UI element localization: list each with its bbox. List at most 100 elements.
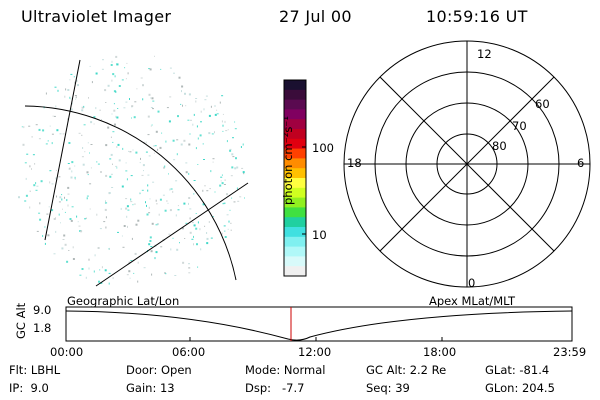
image-pixel: [135, 223, 138, 226]
info-flt: Flt: LBHL: [9, 363, 61, 377]
image-pixel: [38, 138, 41, 140]
image-pixel: [197, 137, 199, 140]
image-pixel: [70, 98, 72, 100]
image-pixel: [142, 84, 144, 87]
image-pixel: [113, 103, 115, 105]
image-pixel: [51, 183, 54, 185]
x-tick-label-0000: 00:00: [50, 345, 84, 359]
image-pixel: [25, 177, 27, 180]
color-bar-segment: [284, 80, 306, 91]
image-speckles: [18, 55, 245, 285]
color-bar-segment: [284, 187, 306, 199]
image-pixel: [152, 145, 155, 147]
instrument-title: Ultraviolet Imager: [21, 7, 172, 26]
image-pixel: [78, 132, 81, 134]
image-pixel: [240, 146, 242, 148]
color-bar-segment: [284, 168, 306, 179]
image-pixel: [154, 145, 157, 147]
image-pixel: [151, 273, 153, 276]
image-pixel: [145, 201, 146, 204]
polar-radial-80: 80: [492, 139, 507, 153]
image-pixel: [26, 153, 29, 155]
image-pixel: [52, 115, 54, 117]
image-pixel: [222, 203, 225, 205]
image-pixel: [181, 227, 184, 230]
image-pixel: [181, 90, 182, 93]
image-pixel: [200, 248, 202, 251]
image-pixel: [166, 200, 168, 202]
latitude-line: [95, 182, 249, 287]
image-pixel: [70, 219, 73, 222]
image-pixel: [101, 119, 102, 120]
image-pixel: [39, 218, 42, 221]
image-pixel: [228, 220, 230, 223]
info-seq: Seq: 39: [366, 381, 410, 395]
image-pixel: [89, 208, 91, 210]
image-pixel: [137, 280, 139, 283]
image-pixel: [148, 93, 151, 96]
apex-label: Apex MLat/MLT: [429, 294, 516, 308]
image-pixel: [120, 207, 122, 210]
color-bar-label-10: 10: [312, 228, 327, 242]
color-bar-segment: [284, 119, 306, 130]
image-pixel: [221, 174, 223, 176]
image-pixel: [69, 79, 71, 81]
image-pixel: [202, 203, 205, 206]
image-pixel: [221, 120, 223, 123]
image-pixel: [206, 237, 209, 240]
color-bar-segment: [284, 89, 306, 101]
image-pixel: [193, 113, 195, 116]
image-pixel: [190, 119, 192, 121]
image-pixel: [175, 180, 178, 182]
image-pixel: [130, 175, 133, 177]
image-pixel: [155, 199, 157, 202]
image-pixel: [235, 157, 237, 160]
image-pixel: [126, 215, 128, 218]
orbit-y-axis-label: GC Alt: [14, 302, 28, 339]
image-pixel: [188, 272, 191, 274]
image-pixel: [183, 139, 186, 142]
image-pixel: [148, 68, 151, 70]
image-pixel: [87, 174, 89, 176]
image-pixel: [188, 143, 191, 146]
image-pixel: [181, 85, 184, 88]
image-pixel: [131, 117, 132, 119]
image-pixel: [38, 128, 41, 131]
image-pixel: [234, 128, 237, 130]
image-pixel: [151, 124, 153, 126]
image-pixel: [151, 222, 154, 225]
polar-label-right: 6: [577, 156, 585, 170]
info-gain: Gain: 13: [126, 381, 175, 395]
image-pixel: [53, 115, 56, 117]
image-pixel: [105, 226, 107, 229]
image-pixel: [206, 232, 208, 234]
image-pixel: [127, 209, 130, 211]
image-pixel: [188, 202, 189, 205]
image-pixel: [237, 200, 240, 202]
color-bar: [283, 79, 307, 277]
image-pixel: [84, 218, 87, 220]
image-pixel: [135, 151, 138, 154]
image-pixel: [166, 107, 169, 109]
image-pixel: [88, 267, 90, 270]
polar-label-top: 12: [477, 47, 492, 61]
image-pixel: [121, 79, 124, 81]
image-pixel: [86, 195, 89, 197]
image-pixel: [81, 268, 84, 270]
image-pixel: [197, 266, 199, 268]
image-pixel: [180, 143, 183, 146]
image-pixel: [189, 217, 191, 220]
time-label: 10:59:16 UT: [426, 7, 528, 26]
image-pixel: [151, 97, 154, 100]
image-pixel: [147, 134, 150, 136]
image-pixel: [101, 266, 103, 269]
image-pixel: [45, 92, 47, 95]
image-pixel: [100, 171, 102, 173]
image-pixel: [242, 171, 245, 174]
image-pixel: [165, 140, 167, 143]
image-pixel: [96, 213, 98, 216]
image-pixel: [139, 192, 141, 194]
image-pixel: [118, 85, 121, 87]
image-pixel: [70, 108, 73, 111]
